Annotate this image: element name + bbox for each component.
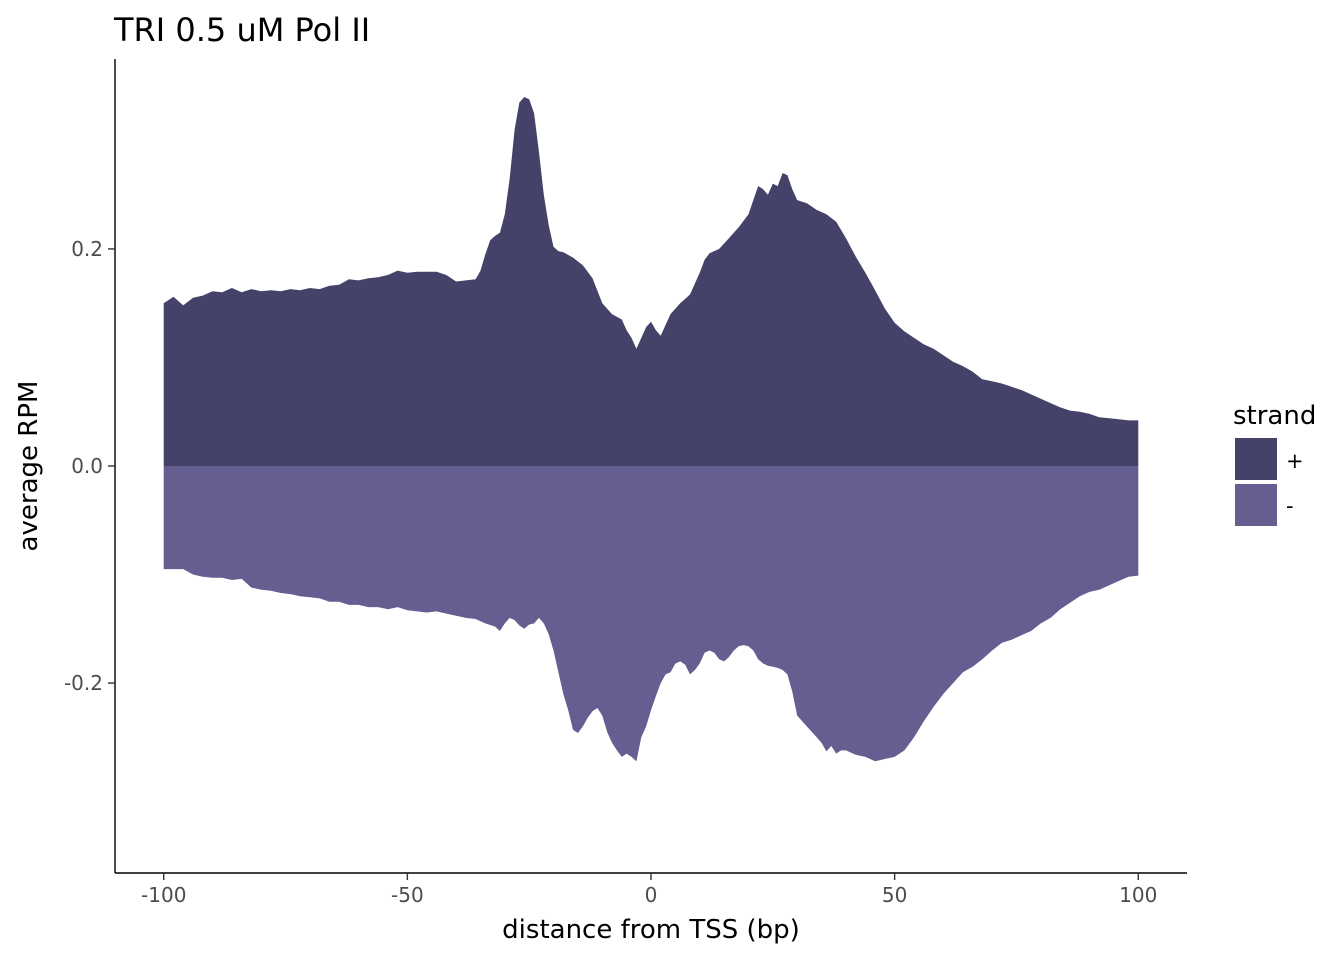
y-axis-title: average RPM: [14, 381, 44, 552]
legend-swatch-plus: [1235, 438, 1277, 480]
x-tick-label: 0: [645, 883, 658, 907]
plot-area: [163, 97, 1139, 762]
y-tick-label: -0.2: [64, 671, 103, 695]
x-tick-label: 100: [1119, 883, 1157, 907]
x-tick-label: 50: [882, 883, 907, 907]
chart-title: TRI 0.5 uM Pol II: [113, 11, 370, 49]
x-axis-title: distance from TSS (bp): [502, 915, 800, 945]
x-tick-label: -50: [391, 883, 424, 907]
legend-swatch-minus: [1235, 484, 1277, 526]
legend: strand + -: [1233, 401, 1316, 526]
legend-title: strand: [1233, 401, 1316, 431]
area-series-minus: [163, 466, 1139, 762]
x-tick-label: -100: [141, 883, 186, 907]
area-series-plus: [163, 97, 1139, 466]
legend-label-minus: -: [1286, 494, 1294, 518]
y-tick-label: 0.2: [71, 237, 103, 261]
legend-label-plus: +: [1286, 449, 1304, 473]
x-axis-ticks: -100 -50 0 50 100: [141, 873, 1157, 907]
y-tick-label: 0.0: [71, 454, 103, 478]
y-axis-ticks: -0.2 0.0 0.2: [64, 237, 115, 695]
